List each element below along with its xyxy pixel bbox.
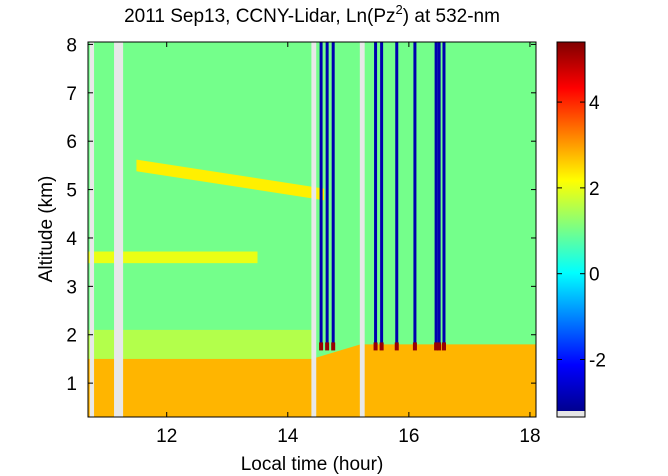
colorbar-tick-label: 4 (589, 93, 600, 114)
y-axis-label: Altitude (km) (36, 176, 57, 283)
colorbar-tick-label: 0 (589, 265, 600, 286)
cloud-column (395, 42, 399, 345)
x-tick-label: 14 (277, 426, 299, 447)
cloud-column (380, 42, 384, 345)
colorbar-frame (556, 41, 586, 418)
data-gap (114, 42, 124, 417)
cloud-base (441, 342, 446, 351)
colorbar-end (557, 411, 585, 417)
x-axis-label: Local time (hour) (241, 454, 384, 475)
colorbar-tick-label: -2 (589, 351, 606, 372)
plot-frame (87, 41, 537, 418)
cloud-column (374, 42, 378, 345)
aerosol-layer-upper (136, 159, 325, 201)
cloud-base (319, 342, 324, 351)
y-tick-label: 3 (66, 277, 77, 298)
cloud-base (325, 342, 330, 351)
data-gap (89, 42, 95, 417)
cloud-base (412, 342, 417, 351)
cloud-base (437, 342, 442, 351)
aerosol-layer-lower (88, 251, 258, 264)
x-tick-label: 18 (519, 426, 540, 447)
y-tick-label: 8 (66, 35, 77, 56)
x-tick-label: 16 (398, 426, 419, 447)
cloud-column (325, 42, 329, 345)
y-tick-label: 4 (66, 229, 77, 250)
cloud-base (331, 342, 336, 351)
y-tick-label: 5 (66, 181, 77, 202)
cloud-column (434, 42, 438, 345)
data-gap (359, 42, 365, 417)
y-tick-label: 6 (66, 132, 77, 153)
data-gap (311, 42, 317, 417)
y-tick-label: 7 (66, 84, 77, 105)
cloud-column (413, 42, 417, 345)
colorbar-tick-label: 2 (589, 179, 600, 200)
plot-area (88, 42, 536, 417)
colorbar: -2 0 2 4 (556, 41, 606, 418)
cloud-column (331, 42, 335, 345)
cloud-base (379, 342, 384, 351)
y-tick-label: 1 (66, 374, 77, 395)
y-tick-label: 2 (66, 326, 77, 347)
cloud-column (437, 42, 441, 345)
x-tick-label: 12 (156, 426, 177, 447)
cloud-base (394, 342, 399, 351)
cloud-column (442, 42, 446, 345)
cloud-column (319, 42, 323, 345)
cloud-base (373, 342, 378, 351)
boundary-layer-transition (88, 329, 312, 359)
chart-title: 2011 Sep13, CCNY-Lidar, Ln(Pz2) at 532-n… (124, 2, 500, 27)
cloud-base (434, 342, 439, 351)
colorbar-gradient (557, 42, 585, 411)
